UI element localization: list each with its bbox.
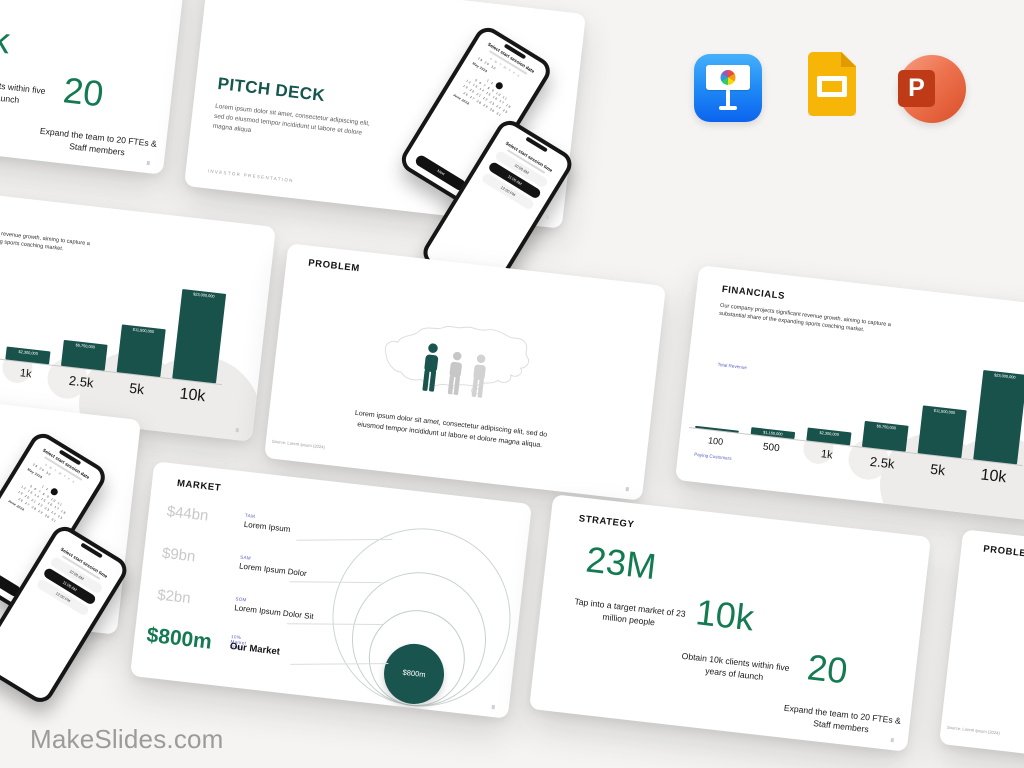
x-axis-label: Paying Customers: [693, 451, 732, 462]
bar: $5,750,000: [60, 339, 108, 371]
slide-title: STRATEGY: [578, 513, 635, 531]
keynote-easel-board: [706, 65, 750, 90]
category-label: 500: [762, 441, 781, 455]
value-label: $11,500,000: [933, 407, 956, 416]
bar: $11,500,000: [917, 405, 967, 459]
slide-strategy-copy[interactable]: STRATEGY 23M Tap into a target market of…: [0, 0, 188, 175]
market-amount: $9bn: [161, 544, 197, 566]
page-number: [545, 214, 550, 220]
category-label: 100: [707, 435, 724, 447]
person-icon-highlighted: [422, 343, 439, 392]
market-tag: SOM: [235, 596, 247, 603]
slide-title: MARKET: [176, 477, 222, 494]
stat-caption: Expand the team to 20 FTEs & Staff membe…: [783, 702, 902, 735]
slide-market[interactable]: MARKET $800m $44bn TAM Lorem Ipsum $9bn …: [129, 461, 533, 719]
source-note: Source: Lorem Ipsum (2024): [271, 438, 326, 450]
person-icon: [471, 354, 486, 398]
slide-financials-copy[interactable]: FINANCIALS Our company projects signific…: [0, 184, 277, 442]
stat-value: 20: [805, 646, 850, 692]
revenue-bar-chart: Total Revenue 100 $1,150,000 500 $2,300,…: [0, 243, 269, 442]
google-slides-fold: [841, 52, 856, 67]
market-label: Lorem Ipsum Dolor: [238, 561, 308, 579]
slide-financials[interactable]: FINANCIALS Our company projects signific…: [674, 265, 1024, 523]
slide-body: Our company projects significant revenue…: [0, 222, 91, 253]
stat-caption: Tap into a target market of 23 million p…: [574, 596, 687, 628]
market-row-tam: $44bn TAM Lorem Ipsum: [165, 502, 291, 534]
value-label: $11,500,000: [132, 326, 155, 335]
slide-footer: INVESTOR PRESENTATION: [207, 168, 295, 184]
market-row-som: $2bn SOM Lorem Ipsum Dolor Sit: [156, 586, 314, 621]
value-label: $5,750,000: [876, 423, 897, 431]
bar: $23,000,000: [172, 289, 227, 384]
page-number: [625, 486, 630, 492]
slide-title: PROBLEM: [982, 543, 1024, 561]
value-label: $23,000,000: [993, 372, 1016, 380]
bar: $11,500,000: [116, 324, 166, 378]
keynote-icon[interactable]: [694, 54, 762, 122]
slide-problem[interactable]: PROBLEM Lorem ipsum dolor sit amet, cons…: [263, 243, 667, 501]
people-icons: [418, 341, 490, 400]
slide-title: PITCH DECK: [216, 74, 327, 106]
stat-value: 23M: [584, 538, 659, 588]
value-label: $2,300,000: [18, 348, 39, 357]
powerpoint-p-badge: P: [898, 70, 935, 107]
leader-line: [289, 581, 382, 584]
market-row-sam: $9bn SAM Lorem Ipsum Dolor: [161, 544, 307, 578]
value-label: $2,300,000: [819, 429, 840, 438]
keynote-color-wheel: [719, 69, 737, 86]
keynote-easel-foot: [719, 106, 737, 110]
value-label: $23,000,000: [192, 291, 215, 299]
market-tag: TAM: [244, 512, 256, 519]
bar-group-10k: $23,000,000 10k: [166, 274, 233, 405]
market-label: Our Market: [229, 640, 281, 658]
slide-body: Lorem ipsum dolor sit amet, consectetur …: [212, 102, 371, 137]
bar: $23,000,000: [973, 370, 1024, 465]
page-number: [890, 737, 895, 743]
stat-value: 10k: [693, 591, 757, 639]
powerpoint-icon[interactable]: P: [898, 55, 966, 123]
market-amount: $2bn: [156, 586, 192, 608]
keynote-easel-stem: [726, 90, 730, 107]
slide-title: PROBLEM: [307, 257, 361, 275]
value-label: $5,750,000: [75, 342, 96, 350]
page-number: [235, 427, 240, 433]
market-amount: $44bn: [165, 502, 210, 525]
value-label: $1,150,000: [762, 429, 783, 437]
site-logo: MakeSlides.com: [30, 724, 224, 754]
stat-caption: Obtain 10k clients within five years of …: [0, 74, 47, 106]
slide-strategy[interactable]: STRATEGY 23M Tap into a target market of…: [528, 494, 932, 752]
stat-value: 10k: [0, 14, 13, 62]
stat-caption: Expand the team to 20 FTEs & Staff membe…: [39, 125, 158, 158]
next-button: Next: [413, 153, 468, 193]
revenue-bar-chart: Total Revenue 100 $1,150,000 500 $2,300,…: [684, 324, 1024, 523]
market-label: Lorem Ipsum: [243, 519, 291, 534]
page-number: [491, 704, 496, 710]
market-row-our-market: $800m 10% Market Share Our Market: [145, 623, 280, 658]
page-number: [146, 160, 151, 166]
market-amount: $800m: [145, 623, 214, 654]
slide-title: FINANCIALS: [721, 283, 786, 303]
market-tag: SAM: [239, 554, 252, 561]
google-slides-frame-hole: [822, 81, 842, 92]
google-slides-icon[interactable]: [808, 52, 856, 116]
source-note: Source: Lorem Ipsum (2024): [946, 724, 1001, 736]
market-label: Lorem Ipsum Dolor Sit: [233, 603, 314, 622]
bar: $5,750,000: [861, 420, 909, 452]
stat-caption: Obtain 10k clients within five years of …: [681, 650, 791, 683]
stat-value: 20: [61, 69, 106, 115]
slide-pitch-deck[interactable]: PITCH DECK Lorem ipsum dolor sit amet, c…: [183, 0, 587, 302]
google-slides-frame: [817, 76, 847, 97]
person-icon: [447, 351, 462, 395]
slide-problem-copy[interactable]: PROBLEM Lorem ipsum dolor sit amet, cons…: [938, 529, 1024, 768]
